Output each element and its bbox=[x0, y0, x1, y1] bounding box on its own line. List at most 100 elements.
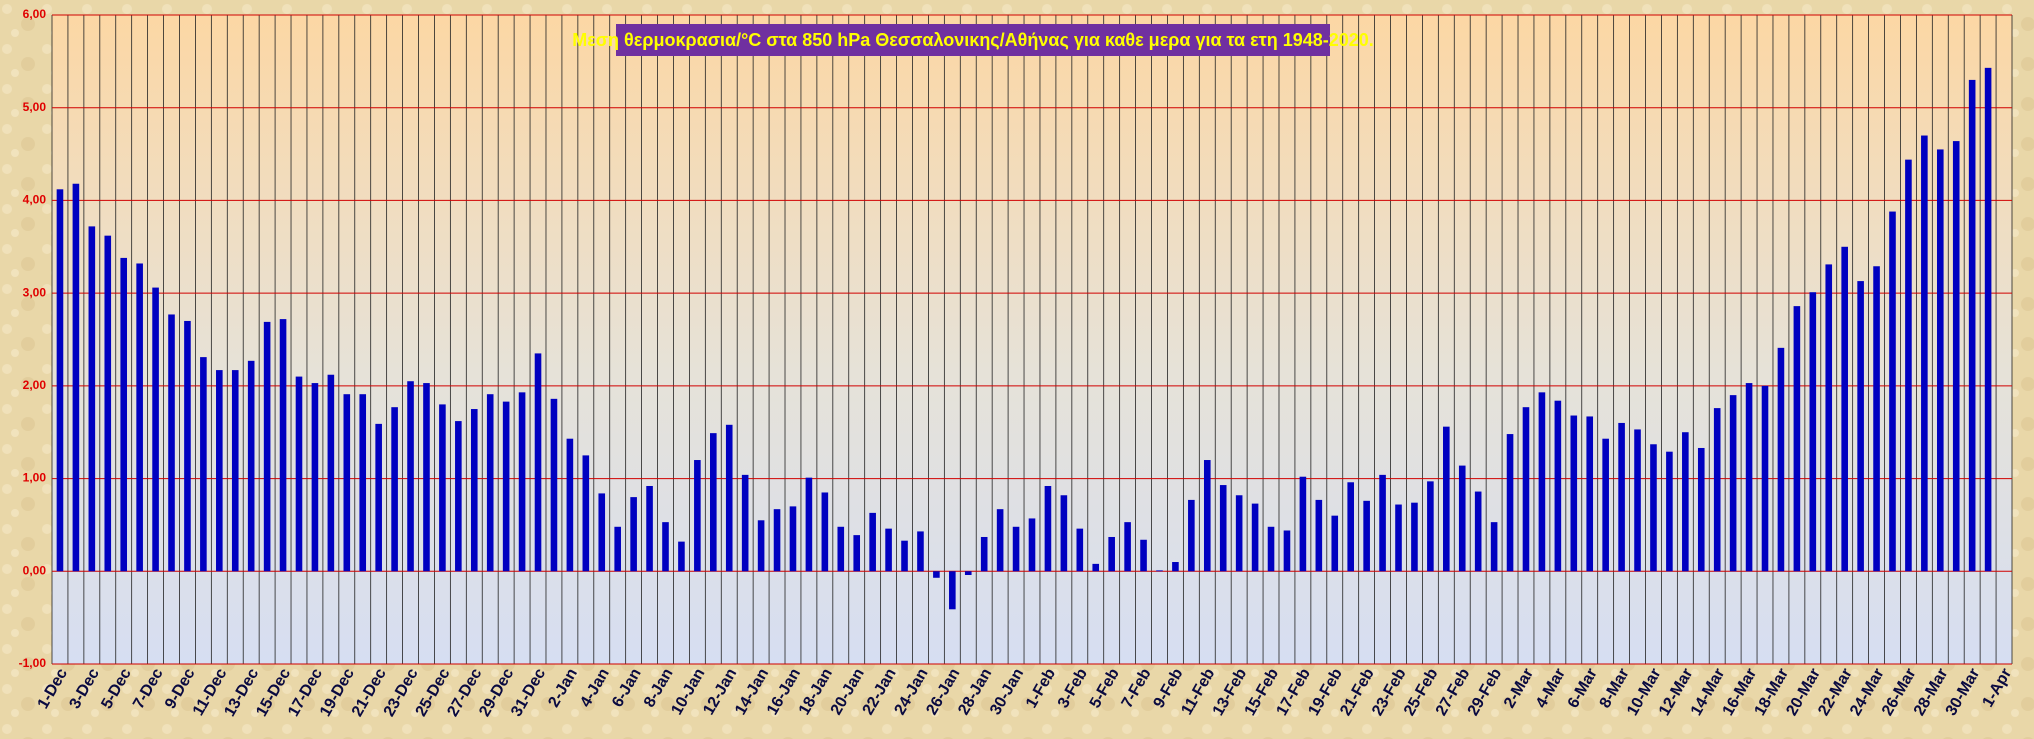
bar bbox=[455, 421, 462, 572]
y-tick-label: 5,00 bbox=[23, 100, 47, 114]
bar bbox=[1522, 407, 1530, 572]
bar bbox=[486, 394, 494, 572]
bar bbox=[72, 183, 80, 572]
bar bbox=[773, 509, 781, 572]
bar bbox=[1825, 264, 1833, 572]
bar bbox=[1474, 491, 1482, 572]
bar bbox=[1028, 518, 1036, 572]
bar bbox=[1124, 522, 1131, 572]
bar bbox=[789, 506, 797, 572]
bar bbox=[614, 526, 621, 572]
bar bbox=[1443, 426, 1450, 572]
y-tick-label: 4,00 bbox=[23, 193, 47, 207]
bar bbox=[1108, 536, 1115, 572]
bar bbox=[1713, 408, 1721, 572]
bar bbox=[1602, 438, 1609, 572]
bar bbox=[582, 455, 590, 572]
bar bbox=[1697, 447, 1705, 572]
bar bbox=[980, 536, 988, 572]
bar bbox=[1841, 246, 1848, 572]
bar bbox=[757, 520, 765, 572]
bar bbox=[391, 407, 398, 572]
bar bbox=[853, 535, 861, 572]
bar bbox=[1666, 451, 1673, 572]
bar bbox=[1299, 476, 1307, 572]
bar bbox=[1538, 392, 1546, 572]
bar bbox=[1490, 522, 1498, 572]
bar bbox=[598, 493, 606, 572]
bar bbox=[1251, 503, 1259, 572]
bar bbox=[1761, 385, 1769, 572]
bar bbox=[1650, 444, 1657, 572]
bar bbox=[949, 571, 956, 610]
bar bbox=[710, 433, 717, 572]
bar bbox=[630, 497, 637, 572]
bar bbox=[1379, 474, 1386, 572]
bar bbox=[1363, 500, 1370, 572]
bar bbox=[295, 376, 303, 572]
bar bbox=[821, 492, 829, 572]
bar bbox=[901, 540, 908, 572]
bar bbox=[1618, 422, 1625, 572]
bar bbox=[805, 477, 813, 572]
y-tick-label: 0,00 bbox=[23, 563, 47, 577]
bar bbox=[168, 314, 175, 572]
bar bbox=[1952, 141, 1960, 572]
bar bbox=[1857, 281, 1864, 572]
bar bbox=[88, 226, 96, 572]
y-tick-label: 1,00 bbox=[23, 471, 47, 485]
bar bbox=[1347, 482, 1354, 572]
bar bbox=[964, 571, 972, 575]
bar bbox=[327, 374, 335, 572]
bar bbox=[502, 401, 510, 572]
bar bbox=[1634, 429, 1641, 572]
bar bbox=[996, 509, 1004, 572]
title-box bbox=[616, 24, 1330, 56]
bar bbox=[359, 394, 367, 572]
bar bbox=[1984, 67, 1992, 572]
bar bbox=[1044, 485, 1052, 572]
bar bbox=[200, 357, 207, 572]
bar bbox=[837, 526, 845, 572]
bar bbox=[1267, 526, 1275, 572]
bar bbox=[1156, 570, 1163, 572]
bar bbox=[1554, 400, 1562, 572]
bar bbox=[104, 235, 112, 572]
bar bbox=[1331, 515, 1339, 572]
bar bbox=[311, 383, 319, 572]
bar bbox=[1745, 383, 1753, 572]
bar bbox=[470, 409, 478, 572]
bar bbox=[885, 528, 892, 572]
bar bbox=[1395, 504, 1402, 572]
y-tick-label: -1,00 bbox=[19, 656, 47, 670]
bar bbox=[1905, 159, 1912, 572]
bar bbox=[1060, 495, 1068, 572]
bar bbox=[534, 353, 542, 572]
bar bbox=[1076, 528, 1084, 572]
bar bbox=[1219, 485, 1227, 572]
bar bbox=[56, 189, 64, 572]
bar bbox=[662, 522, 669, 572]
bar bbox=[216, 370, 223, 572]
bar bbox=[1809, 292, 1817, 572]
bar bbox=[1873, 266, 1880, 572]
bar bbox=[152, 287, 159, 572]
bar bbox=[933, 571, 940, 578]
y-tick-label: 2,00 bbox=[23, 378, 47, 392]
y-tick-label: 3,00 bbox=[23, 285, 47, 299]
bar bbox=[869, 512, 876, 572]
bar bbox=[343, 394, 351, 572]
bar bbox=[694, 460, 701, 572]
bar bbox=[439, 404, 446, 572]
bar bbox=[566, 438, 574, 572]
bar bbox=[678, 541, 685, 572]
bar bbox=[423, 383, 430, 572]
bar bbox=[1968, 79, 1976, 572]
bar bbox=[1203, 460, 1211, 572]
bar bbox=[1427, 481, 1434, 572]
bar bbox=[1506, 434, 1514, 572]
bar bbox=[1793, 306, 1801, 572]
bar bbox=[1315, 499, 1323, 572]
bar bbox=[1411, 502, 1418, 572]
bar bbox=[1283, 530, 1291, 572]
